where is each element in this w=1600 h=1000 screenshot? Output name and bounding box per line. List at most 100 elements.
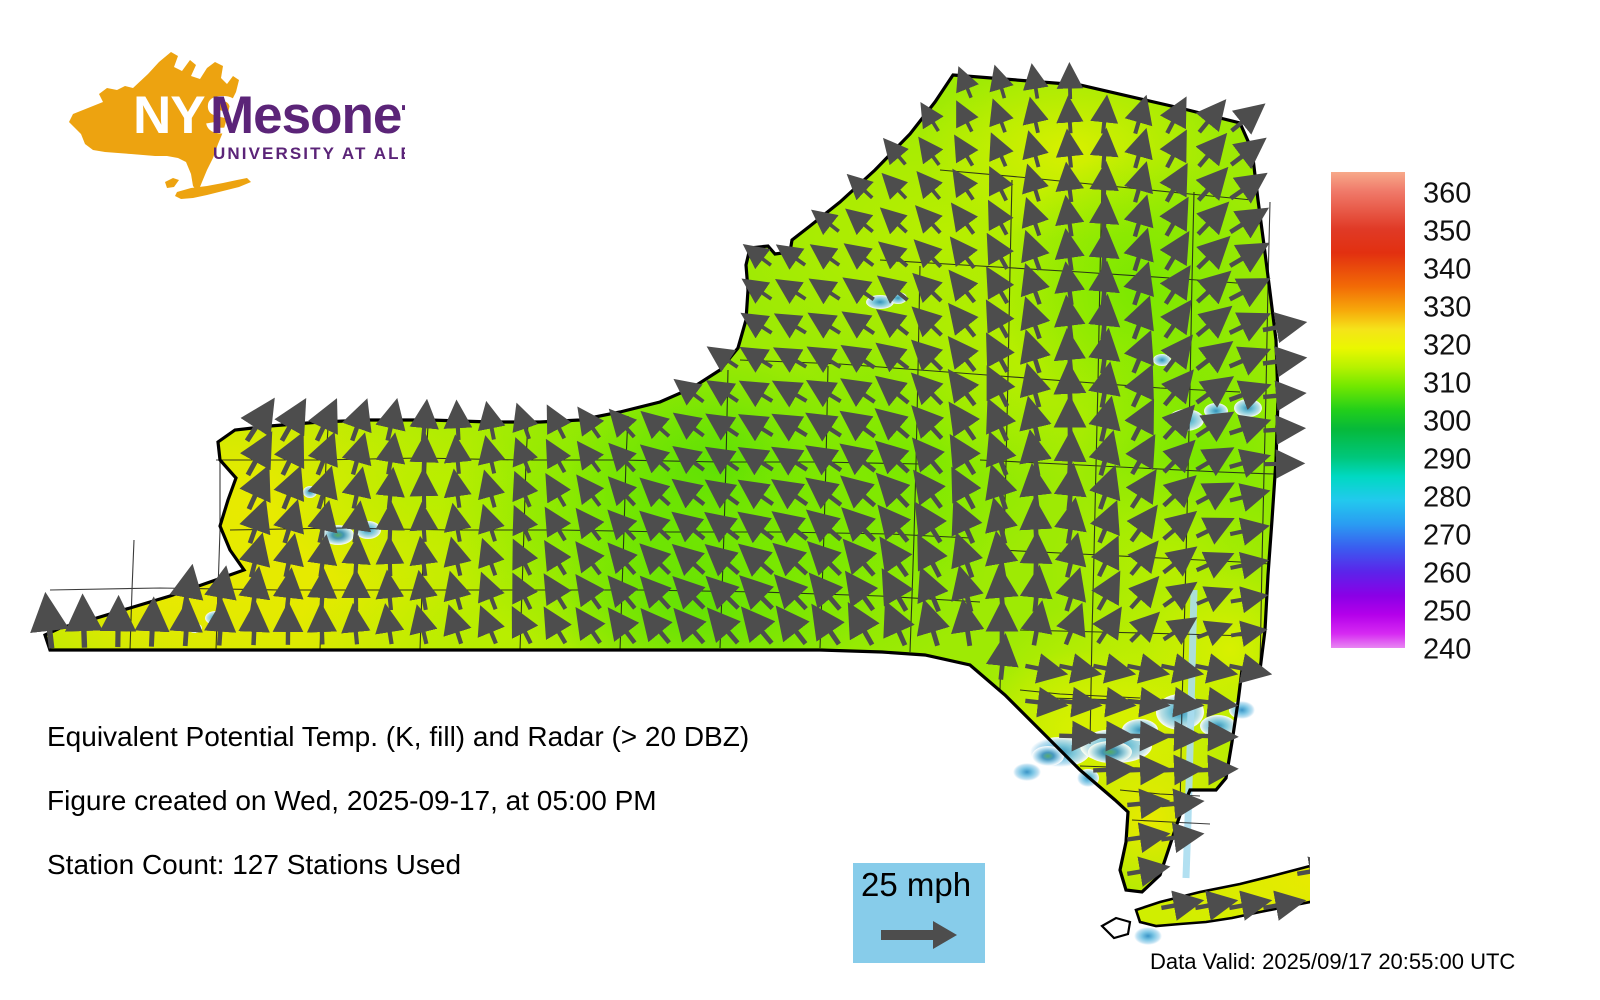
wind-vector bbox=[1058, 653, 1103, 684]
wind-vector bbox=[1162, 546, 1198, 577]
wind-vector bbox=[1126, 822, 1171, 853]
wind-vector bbox=[1228, 312, 1272, 342]
wind-vector bbox=[543, 606, 572, 645]
wind-vector bbox=[1127, 754, 1171, 786]
wind-vector bbox=[846, 173, 874, 201]
wind-vector bbox=[737, 543, 775, 577]
colorbar: 360 350 340 330 320 310 300 290 280 270 … bbox=[1331, 172, 1581, 664]
wind-vector bbox=[672, 446, 706, 475]
wind-vector bbox=[874, 408, 910, 441]
wind-vector bbox=[1054, 294, 1086, 340]
wind-vector bbox=[737, 447, 774, 476]
wind-vector bbox=[1228, 414, 1272, 444]
wind-vector bbox=[1127, 540, 1159, 576]
wind-vector bbox=[1228, 380, 1272, 410]
wind-vector bbox=[948, 269, 979, 304]
wind-vector bbox=[409, 501, 439, 543]
wind-vector bbox=[914, 205, 943, 235]
wind-vector bbox=[1126, 653, 1171, 684]
wind-vector bbox=[1228, 653, 1273, 684]
wind-vector bbox=[986, 232, 1014, 270]
wind-vector bbox=[805, 445, 843, 476]
wind-vector bbox=[1022, 96, 1049, 134]
wind-vector bbox=[847, 602, 880, 646]
wind-vector bbox=[1126, 856, 1171, 887]
colorbar-tick-250: 250 bbox=[1423, 595, 1472, 628]
wind-vector bbox=[1262, 346, 1308, 378]
wind-vector bbox=[1162, 475, 1197, 509]
wind-vector bbox=[882, 137, 909, 166]
wind-vector bbox=[879, 207, 908, 235]
wind-vector bbox=[1127, 686, 1171, 718]
wind-vector bbox=[1195, 99, 1227, 134]
colorbar-tick-290: 290 bbox=[1423, 443, 1472, 476]
wind-legend-label: 25 mph bbox=[861, 866, 972, 903]
wind-vector bbox=[1196, 620, 1233, 647]
wind-vector bbox=[341, 602, 371, 645]
wind-vector bbox=[639, 510, 671, 542]
wind-vector bbox=[706, 607, 741, 645]
colorbar-tick-350: 350 bbox=[1423, 215, 1472, 248]
wind-vector bbox=[772, 347, 808, 373]
wind-vector bbox=[375, 500, 405, 543]
colorbar-gradient bbox=[1331, 172, 1405, 648]
wind-vector bbox=[775, 605, 810, 646]
wind-vector bbox=[1092, 606, 1122, 645]
wind-vector bbox=[1056, 602, 1086, 646]
wind-vector bbox=[576, 474, 605, 507]
wind-vector bbox=[1160, 334, 1193, 373]
wind-vector bbox=[1230, 586, 1269, 614]
wind-vector bbox=[1088, 327, 1121, 374]
wind-vector bbox=[1161, 788, 1205, 820]
wind-vector bbox=[607, 607, 640, 645]
wind-vector bbox=[238, 600, 270, 646]
wind-vector bbox=[1195, 270, 1232, 305]
colorbar-tick-330: 330 bbox=[1423, 291, 1472, 324]
wind-vector bbox=[1230, 103, 1266, 135]
wind-vector bbox=[705, 413, 740, 441]
wind-vector bbox=[1229, 448, 1271, 478]
wind-vector bbox=[1230, 551, 1270, 580]
wind-vector bbox=[1056, 95, 1084, 134]
wind-vector bbox=[805, 477, 843, 510]
wind-vector bbox=[740, 312, 773, 339]
wind-vector bbox=[771, 380, 808, 408]
wind-vector bbox=[575, 541, 605, 576]
wind-vector bbox=[739, 575, 774, 610]
wind-vector bbox=[1088, 260, 1120, 306]
wind-vector bbox=[1296, 856, 1310, 887]
wind-vector bbox=[673, 378, 705, 406]
wind-vector bbox=[639, 444, 671, 474]
data-valid-timestamp: Data Valid: 2025/09/17 20:55:00 UTC bbox=[1150, 949, 1516, 974]
colorbar-tick-340: 340 bbox=[1423, 253, 1472, 286]
wind-vector bbox=[1195, 340, 1234, 374]
wind-vector bbox=[673, 607, 707, 645]
wind-vector bbox=[705, 575, 740, 610]
wind-vector bbox=[948, 302, 979, 338]
caption-station-count: Station Count: 127 Stations Used bbox=[47, 849, 462, 880]
wind-speed-legend: 25 mph bbox=[853, 863, 985, 963]
wind-vector bbox=[840, 378, 876, 407]
wind-vector bbox=[739, 346, 773, 373]
wind-vector bbox=[1092, 653, 1137, 684]
wind-vector bbox=[1093, 720, 1137, 752]
wind-vector bbox=[1161, 720, 1205, 752]
logo-svg: NYS Mesonet UNIVERSITY AT ALBANY bbox=[69, 52, 405, 199]
wind-vector bbox=[704, 511, 740, 543]
wind-vector bbox=[1019, 530, 1053, 578]
wind-vector bbox=[1229, 172, 1268, 204]
wind-vector bbox=[512, 437, 539, 474]
wind-vector bbox=[1019, 496, 1053, 545]
wind-vector bbox=[949, 236, 978, 270]
wind-vector bbox=[843, 243, 875, 270]
wind-vector bbox=[1053, 462, 1087, 510]
wind-vector bbox=[134, 596, 170, 647]
colorbar-tick-270: 270 bbox=[1423, 519, 1472, 552]
wind-vector bbox=[954, 134, 979, 167]
wind-vector bbox=[306, 602, 337, 645]
wind-vector bbox=[608, 408, 638, 439]
wind-vector bbox=[989, 64, 1014, 99]
wind-vector bbox=[741, 278, 773, 304]
wind-vector bbox=[1161, 754, 1205, 786]
wind-vector bbox=[1228, 242, 1270, 273]
